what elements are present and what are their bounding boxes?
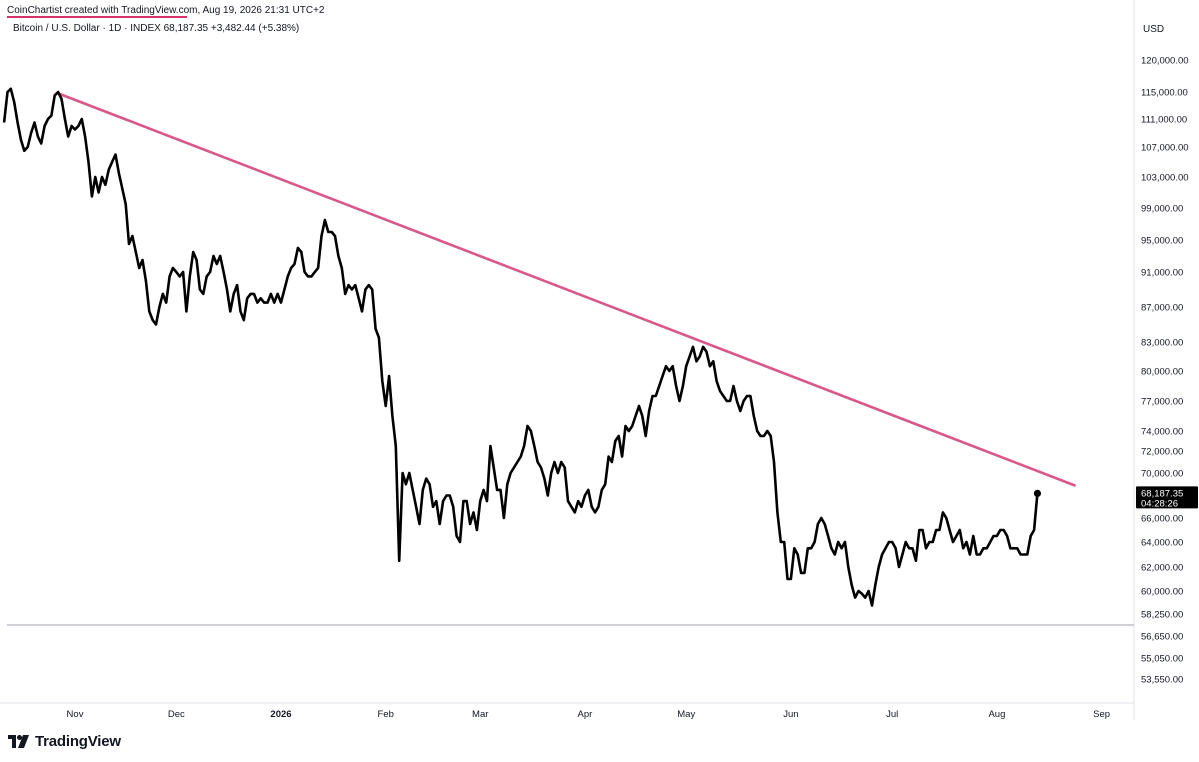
price-tick-label: 58,250.00 [1141, 610, 1183, 621]
bar-countdown: 04:28:26 [1141, 498, 1178, 509]
time-tick-label: 2026 [270, 709, 291, 720]
price-tick-label: 87,000.00 [1141, 303, 1183, 314]
price-line-series [2, 87, 1039, 607]
time-tick-label: Dec [168, 709, 185, 720]
price-tick-label: 66,000.00 [1141, 514, 1183, 525]
price-tick-label: 80,000.00 [1141, 367, 1183, 378]
last-price-label: 68,187.35 04:28:26 [1136, 486, 1198, 509]
price-tick-label: 70,000.00 [1141, 469, 1183, 480]
chart-frame [0, 0, 1135, 720]
last-price-marker [1033, 489, 1042, 497]
time-tick-label: Jun [783, 709, 798, 720]
price-tick-label: 74,000.00 [1141, 427, 1183, 438]
tradingview-logo-icon [8, 735, 29, 748]
price-tick-label: 72,000.00 [1141, 447, 1183, 458]
symbol-legend: Bitcoin / U.S. Dollar · 1D · INDEX 68,18… [13, 23, 300, 34]
price-tick-label: 107,000.00 [1141, 143, 1189, 154]
price-tick-label: 91,000.00 [1141, 268, 1183, 279]
price-tick-label: 53,550.00 [1141, 675, 1183, 686]
price-tick-label: 83,000.00 [1141, 338, 1183, 349]
currency-label: USD [1143, 24, 1165, 35]
time-tick-label: Sep [1093, 709, 1110, 720]
price-tick-label: 56,650.00 [1141, 632, 1183, 643]
price-tick-label: 111,000.00 [1141, 115, 1187, 126]
time-tick-label: Mar [472, 709, 488, 720]
price-tick-label: 120,000.00 [1141, 56, 1189, 67]
price-axis: 120,000.00 115,000.00 111,000.00 107,000.00… [1141, 56, 1189, 686]
price-tick-label: 95,000.00 [1141, 236, 1183, 247]
price-tick-label: 55,050.00 [1141, 654, 1183, 665]
time-tick-label: Nov [67, 709, 84, 720]
time-tick-label: Apr [578, 709, 593, 720]
last-price-label-bg [1136, 486, 1198, 509]
price-tick-label: 77,000.00 [1141, 397, 1183, 408]
attribution-underline [7, 16, 187, 18]
time-axis: Nov Dec 2026 Feb Mar Apr May Jun Jul Aug Sep [67, 709, 1111, 720]
time-tick-label: May [677, 709, 695, 720]
tradingview-logo-text: TradingView [35, 733, 121, 750]
price-tick-label: 64,000.00 [1141, 538, 1183, 549]
descending-trendline[interactable] [56, 92, 1076, 487]
price-tick-label: 103,000.00 [1141, 173, 1189, 184]
price-tick-label: 115,000.00 [1141, 88, 1188, 99]
chart-attribution: CoinChartist created with TradingView.co… [7, 5, 325, 16]
price-tick-label: 99,000.00 [1141, 204, 1183, 215]
time-tick-label: Jul [886, 709, 898, 720]
price-tick-label: 60,000.00 [1141, 587, 1183, 598]
tradingview-logo[interactable]: TradingView [8, 733, 121, 750]
price-tick-label: 62,000.00 [1141, 563, 1183, 574]
time-tick-label: Feb [377, 709, 393, 720]
time-tick-label: Aug [988, 709, 1005, 720]
last-price-value: 68,187.35 [1141, 488, 1183, 499]
